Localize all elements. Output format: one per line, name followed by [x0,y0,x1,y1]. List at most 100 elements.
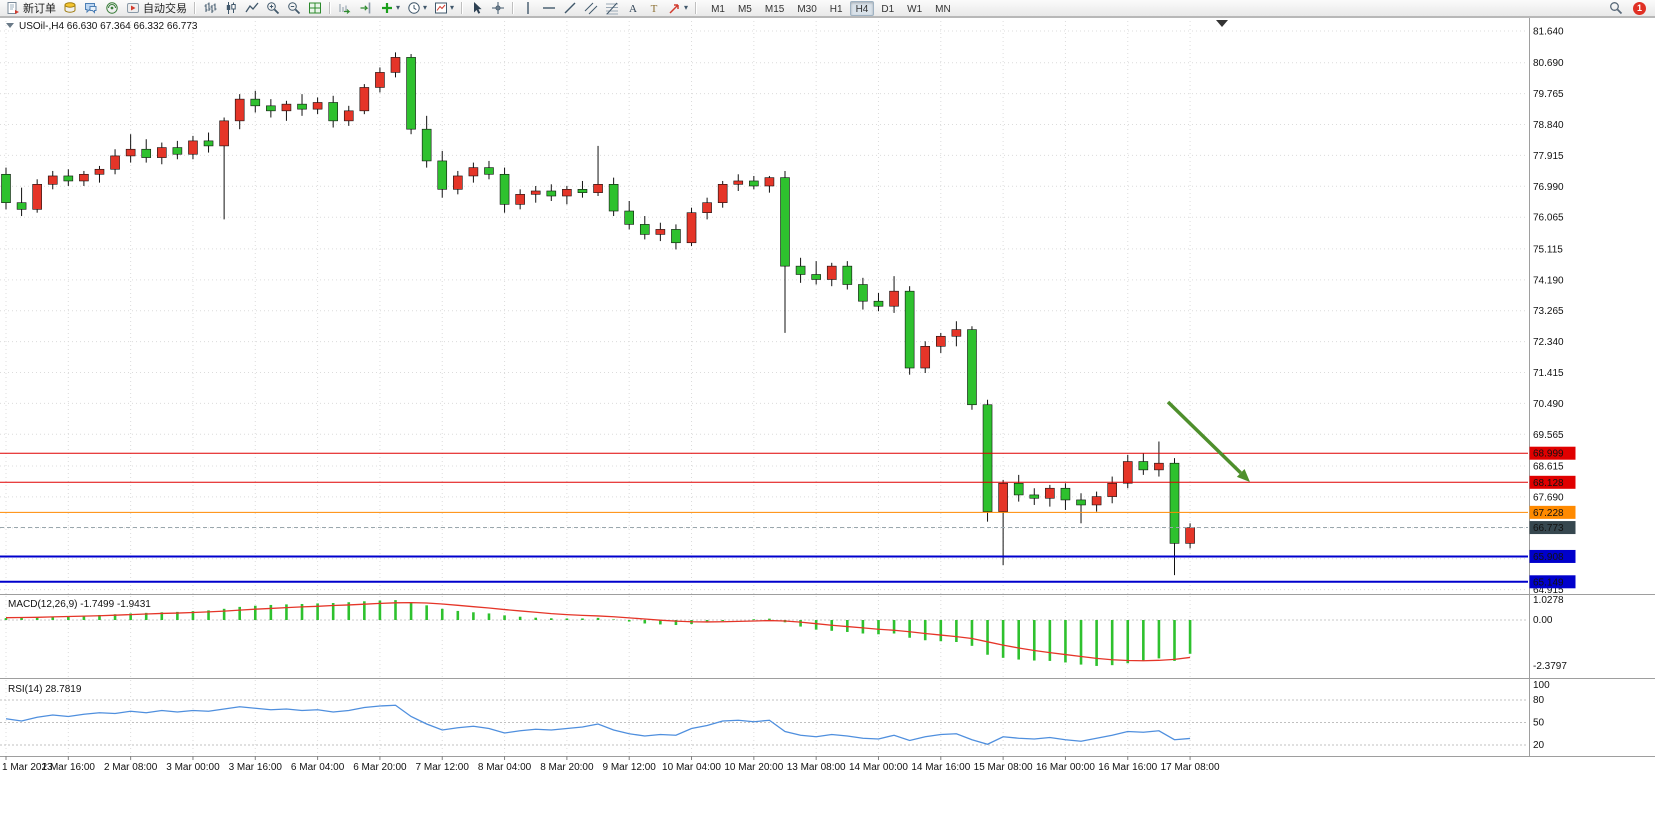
periods-button[interactable]: ▾ [404,0,430,17]
chart-header: USOil-,H4 66.630 67.364 66.332 66.773 [6,21,198,32]
macd-panel [0,600,1528,666]
rsi-label: RSI(14) 28.7819 [8,684,82,695]
fibonacci-tool-icon[interactable] [602,0,622,16]
svg-text:16 Mar 00:00: 16 Mar 00:00 [1036,762,1095,773]
price-tag: 65.908 [1529,549,1576,563]
svg-text:6 Mar 04:00: 6 Mar 04:00 [291,762,345,773]
market-watch-icon[interactable] [60,0,80,16]
svg-text:65.149: 65.149 [1533,577,1564,588]
svg-text:76.990: 76.990 [1533,182,1564,193]
svg-text:13 Mar 08:00: 13 Mar 08:00 [787,762,846,773]
svg-text:-2.3797: -2.3797 [1533,661,1567,672]
tab-timeframe-m15[interactable]: M15 [759,1,790,16]
text-tool-icon[interactable]: A [623,0,643,16]
price-tag: 67.228 [1529,505,1576,519]
svg-text:2 Mar 08:00: 2 Mar 08:00 [104,762,158,773]
zoom-out-icon[interactable] [284,0,304,16]
price-tag: 68.128 [1529,475,1576,489]
svg-text:1 Mar 2023: 1 Mar 2023 [2,762,53,773]
tab-timeframe-h4[interactable]: H4 [849,0,875,16]
label-tool-icon[interactable]: T [644,0,664,16]
svg-text:15 Mar 08:00: 15 Mar 08:00 [974,762,1033,773]
crosshair-icon[interactable] [488,0,508,16]
price-tag: 65.149 [1529,575,1576,589]
zoom-in-icon[interactable] [263,0,283,16]
svg-text:MACD(12,26,9) -1.7499 -1.9431: MACD(12,26,9) -1.7499 -1.9431 [8,599,151,610]
trendline-tool-icon[interactable] [560,0,580,16]
svg-text:67.690: 67.690 [1533,492,1564,503]
svg-text:14 Mar 00:00: 14 Mar 00:00 [849,762,908,773]
price-tag: 68.999 [1529,446,1576,460]
svg-text:68.999: 68.999 [1533,449,1564,460]
chat-icon[interactable] [81,0,101,16]
tab-timeframe-h1[interactable]: H1 [824,1,849,16]
candlestick-type-icon[interactable] [221,0,241,16]
svg-text:14 Mar 16:00: 14 Mar 16:00 [911,762,970,773]
macd-axis-labels: 1.0278 0.00 -2.3797 [1533,595,1567,672]
indicators-button[interactable]: ▾ [377,0,403,17]
toolbar-right-group: 1 [1609,1,1652,15]
tab-timeframe-w1[interactable]: W1 [901,1,928,16]
horizontal-line-tool-icon[interactable] [539,0,559,16]
autotrading-label: 自动交易 [143,3,187,15]
chart-shift-marker [1216,20,1228,27]
svg-text:64.915: 64.915 [1533,585,1564,596]
arrow-tool-icon [668,1,682,15]
svg-text:67.228: 67.228 [1533,508,1564,519]
chart-shift-icon[interactable] [356,0,376,16]
svg-text:16 Mar 16:00: 16 Mar 16:00 [1098,762,1157,773]
tab-timeframe-mn[interactable]: MN [929,1,957,16]
rsi-panel [0,699,1528,746]
svg-text:1.0278: 1.0278 [1533,595,1564,606]
cursor-icon[interactable] [467,0,487,16]
toolbar-separator [695,2,698,14]
price-tag: 66.773 [1529,521,1576,535]
svg-text:A: A [629,3,637,15]
svg-text:65.908: 65.908 [1533,552,1564,563]
channel-tool-icon[interactable] [581,0,601,16]
tab-timeframe-m5[interactable]: M5 [732,1,758,16]
indicators-plus-icon [380,1,394,15]
svg-text:10 Mar 04:00: 10 Mar 04:00 [662,762,721,773]
tab-timeframe-m1[interactable]: M1 [705,1,731,16]
template-chart-icon [434,1,448,15]
vertical-line-tool-icon[interactable] [518,0,538,16]
svg-text:100: 100 [1533,680,1550,691]
svg-text:10 Mar 20:00: 10 Mar 20:00 [724,762,783,773]
toolbar-separator [329,2,331,14]
grid [0,17,1528,756]
candles [1,52,1195,576]
svg-text:RSI(14) 28.7819: RSI(14) 28.7819 [8,684,82,695]
svg-text:6 Mar 20:00: 6 Mar 20:00 [353,762,407,773]
chevron-down-icon: ▾ [423,3,428,12]
svg-text:17 Mar 08:00: 17 Mar 08:00 [1161,762,1220,773]
templates-button[interactable]: ▾ [431,0,457,17]
svg-text:73.265: 73.265 [1533,306,1564,317]
line-chart-type-icon[interactable] [242,0,262,16]
svg-text:77.915: 77.915 [1533,151,1564,162]
tab-timeframe-d1[interactable]: D1 [875,1,900,16]
community-icon[interactable] [102,0,122,16]
price-tags: 68.999 68.128 67.228 66.773 65.908 65.149 [1529,446,1576,589]
macd-label: MACD(12,26,9) -1.7499 -1.9431 [8,599,151,610]
svg-text:50: 50 [1533,718,1545,729]
bar-chart-type-icon[interactable] [200,0,220,16]
search-icon[interactable] [1609,1,1623,15]
toolbar-separator [194,2,196,14]
clock-icon [407,1,421,15]
notification-badge[interactable]: 1 [1633,1,1646,15]
arrows-tool-button[interactable]: ▾ [665,0,691,17]
chevron-down-icon: ▾ [684,3,689,12]
svg-text:70.490: 70.490 [1533,399,1564,410]
autotrading-button[interactable]: 自动交易 [123,1,190,16]
new-order-button[interactable]: 新订单 [3,1,59,16]
new-order-label: 新订单 [23,3,56,15]
svg-text:69.565: 69.565 [1533,430,1564,441]
chart-canvas[interactable]: 81.640 80.690 79.765 78.840 77.915 76.990 76.0… [0,17,1655,822]
rsi-axis-labels: 100 80 50 20 [1533,680,1550,751]
svg-text:80: 80 [1533,695,1545,706]
auto-scroll-icon[interactable] [335,0,355,16]
tab-timeframe-m30[interactable]: M30 [791,1,822,16]
svg-text:3 Mar 00:00: 3 Mar 00:00 [166,762,220,773]
tile-windows-icon[interactable] [305,0,325,16]
